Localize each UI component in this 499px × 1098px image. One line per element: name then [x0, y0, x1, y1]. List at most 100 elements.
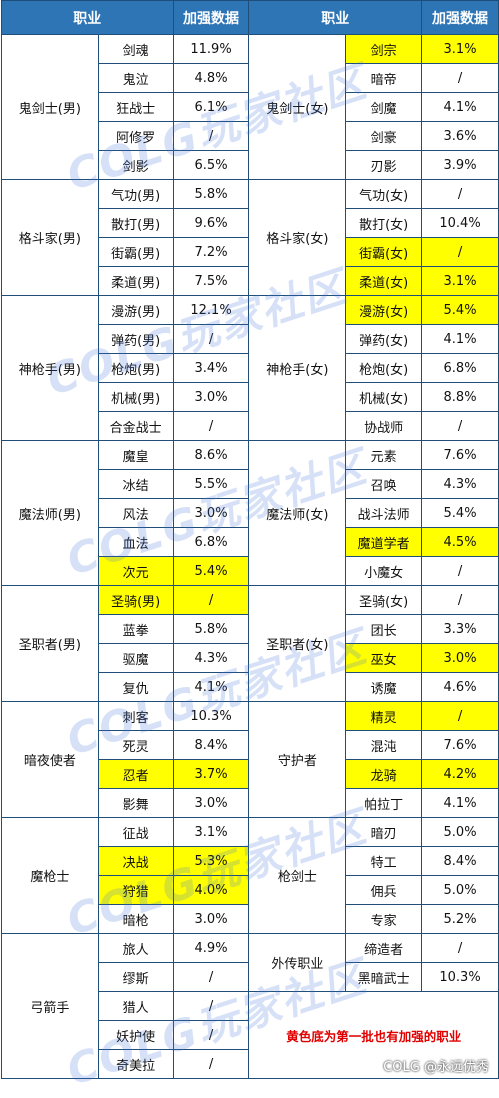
buff-value: 5.0%	[421, 817, 499, 847]
buff-value: 3.0%	[172, 498, 250, 528]
table-row: 机械(男) 3.0% 机械(女) 8.8%	[2, 382, 499, 412]
job-name: 驱魔	[97, 643, 174, 673]
job-name: 次元	[97, 556, 174, 586]
class-group-left: 格斗家(男)	[1, 179, 99, 296]
buff-value: /	[172, 585, 250, 615]
job-name: 散打(女)	[345, 208, 423, 238]
header-buff-right: 加强数据	[421, 0, 499, 35]
buff-value: 3.7%	[172, 759, 250, 789]
job-name: 血法	[97, 527, 174, 557]
buff-value: /	[172, 1049, 250, 1079]
buff-value: /	[421, 411, 499, 441]
job-name: 奇美拉	[97, 1049, 174, 1079]
buff-value: /	[421, 556, 499, 586]
job-name: 精灵	[345, 701, 423, 731]
job-name: 漫游(女)	[345, 295, 423, 325]
buff-value: 6.5%	[172, 150, 250, 180]
buff-value: 8.4%	[172, 730, 250, 760]
class-group-left: 暗夜使者	[1, 701, 99, 818]
class-group-left: 弓箭手	[1, 933, 99, 1079]
buff-value: 5.2%	[421, 904, 499, 934]
class-group-right: 外传职业	[248, 933, 347, 992]
job-name: 圣骑(男)	[97, 585, 174, 615]
class-group-left: 鬼剑士(男)	[1, 34, 99, 180]
buff-value: 3.0%	[172, 382, 250, 412]
buff-value: 4.2%	[421, 759, 499, 789]
table-row: 圣职者(男) 圣骑(男) / 圣职者(女) 圣骑(女) /	[1, 585, 499, 702]
buff-value: /	[421, 63, 499, 93]
table-row: 血法 6.8% 魔道学者 4.5%	[2, 527, 499, 557]
buff-value: 4.9%	[172, 933, 250, 963]
header-class-left: 职业	[1, 0, 174, 35]
buff-value: 3.4%	[172, 353, 250, 383]
buff-value: /	[421, 237, 499, 267]
job-name: 妖护使	[97, 1020, 174, 1050]
class-group-left: 魔法师(男)	[1, 440, 99, 586]
class-group-left: 圣职者(男)	[1, 585, 99, 702]
job-name: 弹药(女)	[345, 324, 423, 354]
buff-value: 6.1%	[172, 92, 250, 122]
class-group-right: 枪剑士	[248, 817, 347, 934]
job-name: 冰结	[97, 469, 174, 499]
buff-value: /	[172, 962, 250, 992]
job-name: 刺客	[97, 701, 174, 731]
job-name: 魔道学者	[345, 527, 423, 557]
job-name: 剑豪	[345, 121, 423, 151]
buff-value: 3.0%	[172, 904, 250, 934]
job-name: 混沌	[345, 730, 423, 760]
buff-value: 3.3%	[421, 614, 499, 644]
table-body: 鬼剑士(男) 剑魂 11.9% 鬼剑士(女) 剑宗 3.1% 鬼泣 4.8% 暗帝 / 狂战士 6.1…	[1, 34, 499, 1079]
buff-value: 8.4%	[421, 846, 499, 876]
class-group-right: 魔法师(女)	[248, 440, 347, 586]
buff-value: 4.6%	[421, 672, 499, 702]
class-group-right: 格斗家(女)	[248, 179, 347, 296]
job-name: 团长	[345, 614, 423, 644]
table-row: 弓箭手 旅人 4.9% 外传职业 缔造者 /	[1, 933, 499, 1079]
job-name: 旅人	[97, 933, 174, 963]
job-name: 漫游(男)	[97, 295, 174, 325]
buff-value: /	[421, 585, 499, 615]
buff-value: /	[421, 701, 499, 731]
table-row: 魔枪士 征战 3.1% 枪剑士 暗刃 5.0%	[1, 817, 499, 934]
buff-value: 5.0%	[421, 875, 499, 905]
table-row: 暗枪 3.0% 专家 5.2%	[2, 904, 499, 934]
table-row: 合金战士 / 协战师 /	[2, 411, 499, 441]
table-row: 次元 5.4% 小魔女 /	[2, 556, 499, 586]
class-group-right: 守护者	[248, 701, 347, 818]
buff-value: 12.1%	[172, 295, 250, 325]
buff-value: 5.5%	[172, 469, 250, 499]
class-group-left: 魔枪士	[1, 817, 99, 934]
job-name: 暗刃	[345, 817, 423, 847]
buff-value: 4.1%	[421, 92, 499, 122]
job-name: 散打(男)	[97, 208, 174, 238]
job-name: 复仇	[97, 672, 174, 702]
job-name: 死灵	[97, 730, 174, 760]
job-name: 帕拉丁	[345, 788, 423, 818]
job-name: 决战	[97, 846, 174, 876]
job-name: 佣兵	[345, 875, 423, 905]
buff-value: 4.3%	[421, 469, 499, 499]
header-buff-left: 加强数据	[172, 0, 250, 35]
table-row: 格斗家(男) 气功(男) 5.8% 格斗家(女) 气功(女) /	[1, 179, 499, 296]
table-row: 狂战士 6.1% 剑魔 4.1%	[2, 92, 499, 122]
table-header-row: 职业 加强数据 职业 加强数据	[1, 0, 499, 35]
job-name: 剑宗	[345, 34, 423, 64]
job-name: 街霸(男)	[97, 237, 174, 267]
table-row: 阿修罗 / 剑豪 3.6%	[2, 121, 499, 151]
buff-value: 11.9%	[172, 34, 250, 64]
job-name: 机械(女)	[345, 382, 423, 412]
job-name: 征战	[97, 817, 174, 847]
header-class-right: 职业	[248, 0, 423, 35]
table-row: 街霸(男) 7.2% 街霸(女) /	[2, 237, 499, 267]
buff-value: 7.5%	[172, 266, 250, 296]
job-name: 弹药(男)	[97, 324, 174, 354]
table-row: 猎人 / 黄色底为第一批也有加强的职业	[2, 991, 499, 1079]
class-group-left: 神枪手(男)	[1, 295, 99, 441]
buff-value: 3.1%	[421, 266, 499, 296]
buff-value: 3.9%	[421, 150, 499, 180]
buff-value: 3.0%	[172, 788, 250, 818]
job-name: 剑魔	[345, 92, 423, 122]
buff-value: 5.3%	[172, 846, 250, 876]
buff-value: 6.8%	[421, 353, 499, 383]
